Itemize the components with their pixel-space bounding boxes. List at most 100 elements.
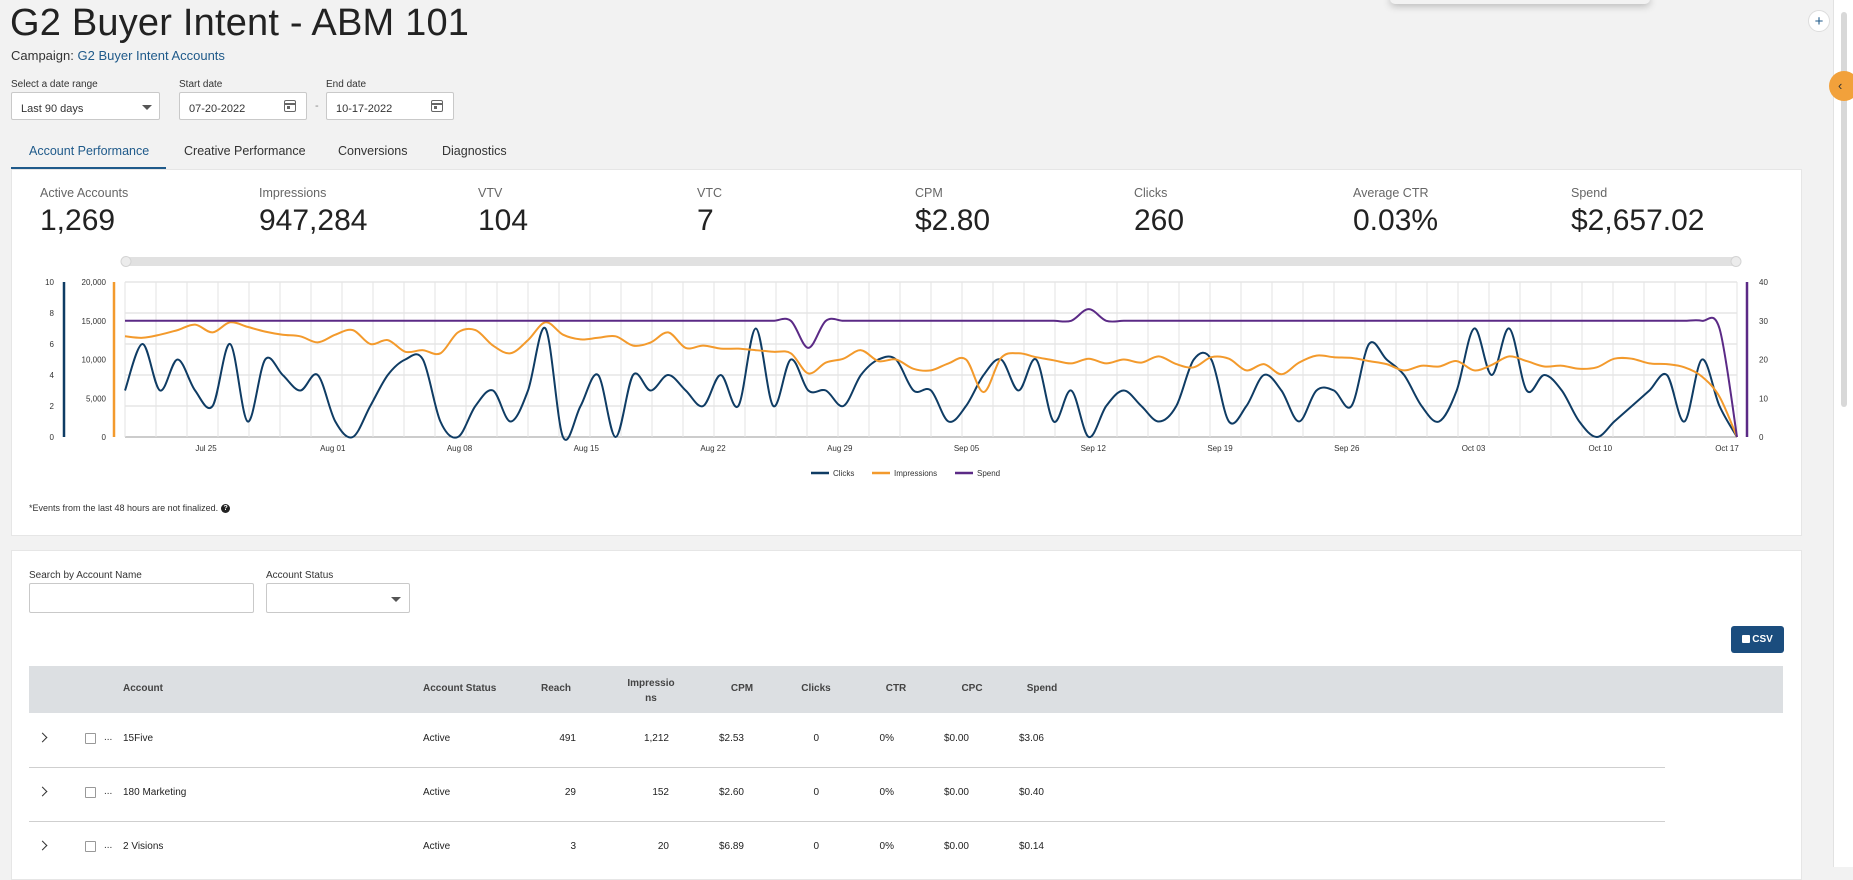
table-header: Account Account Status Reach Impressions… — [29, 666, 1783, 713]
cell-reach: 3 — [570, 841, 576, 852]
metric-label: Spend — [1571, 186, 1608, 200]
y-tick-label: 6 — [50, 340, 55, 349]
y-tick-label: 20,000 — [82, 278, 107, 287]
cell-cpc: $0.00 — [943, 841, 969, 852]
x-tick-label: Oct 10 — [1588, 444, 1612, 453]
events-note: *Events from the last 48 hours are not f… — [29, 503, 231, 514]
chevron-right-icon[interactable] — [37, 840, 48, 851]
metric-label: Impressions — [259, 186, 327, 200]
end-date-value: 10-17-2022 — [336, 103, 393, 115]
column-cpc[interactable]: CPC — [961, 683, 983, 694]
right-side-strip — [1833, 0, 1853, 867]
end-date-label: End date — [326, 79, 367, 90]
account-status-label: Account Status — [266, 570, 334, 581]
calendar-icon[interactable] — [431, 100, 443, 112]
y-tick-label: 0 — [102, 433, 107, 442]
cell-status: Active — [423, 787, 451, 798]
column-clicks[interactable]: Clicks — [801, 683, 831, 694]
cell-spend: $0.14 — [1018, 841, 1044, 852]
row-menu[interactable]: ... — [104, 786, 113, 797]
range-slider-handle — [1730, 256, 1742, 267]
row-checkbox[interactable] — [85, 733, 96, 744]
x-tick-label: Sep 26 — [1334, 444, 1360, 453]
cell-account: 180 Marketing — [123, 787, 187, 798]
metric-value: 0.03% — [1353, 204, 1439, 237]
account-status-select[interactable] — [266, 583, 410, 613]
account-search-input[interactable] — [29, 583, 254, 613]
page-title: G2 Buyer Intent - ABM 101 — [10, 2, 470, 44]
y-tick-label: 0 — [1759, 433, 1764, 442]
tab-diagnostics[interactable]: Diagnostics — [442, 144, 507, 158]
row-menu[interactable]: ... — [104, 732, 113, 743]
metric-value: 104 — [478, 204, 529, 237]
y-tick-label: 5,000 — [86, 394, 107, 403]
y-tick-label: 8 — [50, 309, 55, 318]
table-row[interactable]: ... 180 Marketing Active 29 152 $2.60 0 … — [29, 767, 1665, 822]
start-date-label: Start date — [179, 79, 223, 90]
start-date-input[interactable]: 07-20-2022 — [179, 92, 307, 120]
row-menu[interactable]: ... — [104, 840, 113, 851]
range-slider-handle — [120, 256, 132, 267]
add-icon[interactable]: + — [1808, 10, 1830, 32]
x-tick-label: Aug 29 — [827, 444, 853, 453]
cell-clicks: 0 — [813, 787, 819, 798]
x-tick-label: Sep 12 — [1081, 444, 1107, 453]
metric-vtv: VTV 104 — [478, 186, 528, 238]
metric-value: 947,284 — [259, 204, 368, 237]
campaign-link[interactable]: G2 Buyer Intent Accounts — [77, 48, 225, 63]
tab-account-performance[interactable]: Account Performance — [29, 144, 150, 158]
x-tick-label: Aug 22 — [700, 444, 726, 453]
cell-cpm: $2.53 — [718, 733, 744, 744]
metric-label: Average CTR — [1353, 186, 1429, 200]
x-tick-label: Oct 03 — [1462, 444, 1486, 453]
top-popover-edge — [1390, 0, 1650, 4]
y-tick-label: 0 — [50, 433, 55, 442]
campaign-line: Campaign: G2 Buyer Intent Accounts — [11, 48, 225, 63]
y-tick-label: 10 — [1759, 394, 1768, 403]
tab-conversions[interactable]: Conversions — [338, 144, 408, 158]
cell-reach: 491 — [559, 733, 576, 744]
column-ctr[interactable]: CTR — [885, 683, 907, 694]
legend-label: Spend — [977, 469, 1000, 478]
csv-export-button[interactable]: CSV — [1731, 626, 1784, 653]
metric-value: $2,657.02 — [1571, 204, 1705, 237]
collapse-panel-icon[interactable]: ‹ — [1829, 71, 1853, 101]
help-icon[interactable]: ? — [221, 504, 231, 514]
date-range-select[interactable]: Last 90 days — [11, 92, 160, 120]
date-range-value: Last 90 days — [21, 103, 84, 115]
x-tick-label: Sep 19 — [1207, 444, 1233, 453]
column-spend[interactable]: Spend — [1026, 683, 1058, 694]
metric-active-accounts: Active Accounts 1,269 — [40, 186, 128, 238]
y-tick-label: 15,000 — [82, 317, 107, 326]
vertical-scrollbar[interactable] — [1841, 12, 1847, 407]
cell-account: 2 Visions — [123, 841, 164, 852]
calendar-icon[interactable] — [284, 100, 296, 112]
row-checkbox[interactable] — [85, 787, 96, 798]
metric-value: 7 — [697, 204, 714, 237]
column-account-status[interactable]: Account Status — [423, 683, 497, 694]
performance-panel — [11, 169, 1802, 536]
chevron-right-icon[interactable] — [37, 786, 48, 797]
cell-cpc: $0.00 — [943, 733, 969, 744]
table-row[interactable]: ... 15Five Active 491 1,212 $2.53 0 0% $… — [29, 713, 1665, 768]
y-tick-label: 10,000 — [82, 356, 107, 365]
tab-creative-performance[interactable]: Creative Performance — [184, 144, 306, 158]
column-reach[interactable]: Reach — [540, 683, 571, 694]
cell-clicks: 0 — [813, 733, 819, 744]
cell-account: 15Five — [123, 733, 154, 744]
chevron-right-icon[interactable] — [37, 732, 48, 743]
y-tick-label: 30 — [1759, 317, 1768, 326]
column-cpm[interactable]: CPM — [730, 683, 754, 694]
end-date-input[interactable]: 10-17-2022 — [326, 92, 454, 120]
column-account[interactable]: Account — [123, 683, 163, 694]
cell-clicks: 0 — [813, 841, 819, 852]
active-tab-indicator — [11, 167, 166, 169]
row-checkbox[interactable] — [85, 841, 96, 852]
y-tick-label: 2 — [50, 402, 55, 411]
metric-clicks: Clicks 260 — [1134, 186, 1184, 238]
table-row[interactable]: ... 2 Visions Active 3 20 $6.89 0 0% $0.… — [29, 821, 1665, 875]
x-tick-label: Oct 17 — [1715, 444, 1739, 453]
cell-cpm: $2.60 — [718, 787, 744, 798]
column-impressions[interactable]: Impressions — [627, 678, 675, 704]
search-label: Search by Account Name — [29, 570, 142, 581]
